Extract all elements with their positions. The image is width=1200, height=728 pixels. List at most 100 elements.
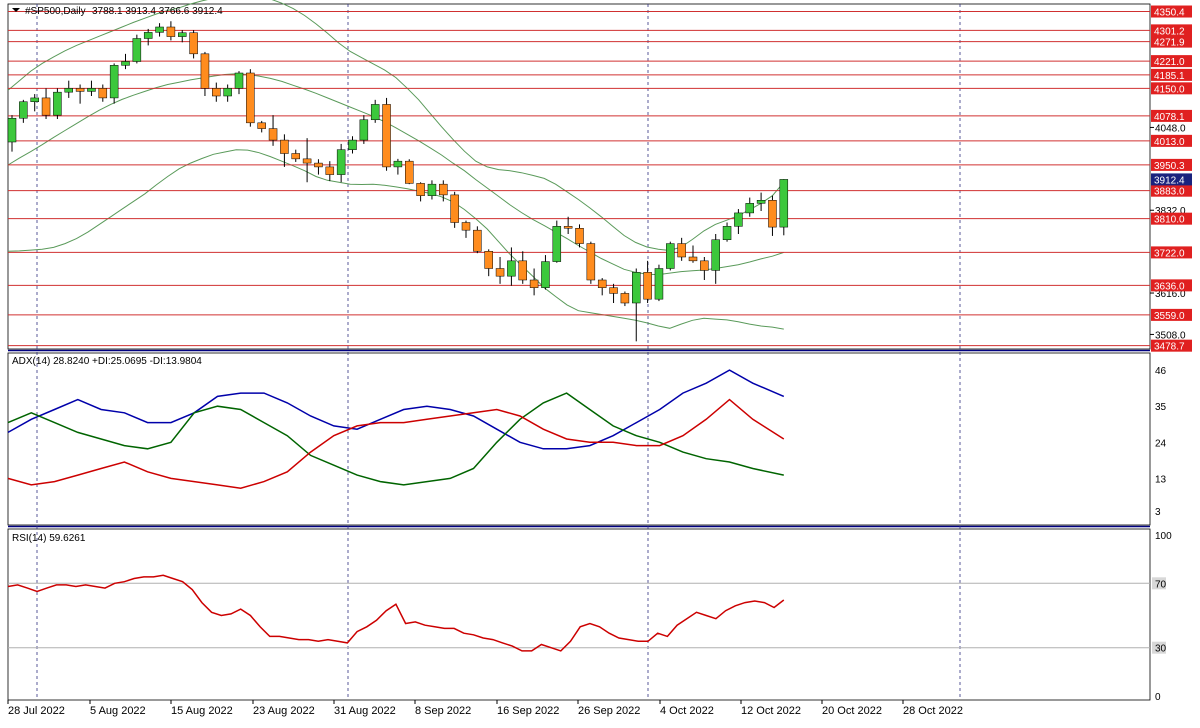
candle[interactable] [552, 220, 562, 263]
candle[interactable] [473, 226, 482, 254]
rsi-indicator-pane[interactable]: 100 70 30 0 [7, 531, 1172, 703]
candle[interactable] [64, 80, 73, 98]
candle[interactable] [109, 63, 119, 104]
bear-candle-body [268, 128, 278, 141]
candle[interactable] [745, 197, 754, 217]
candle[interactable] [597, 278, 607, 296]
candle[interactable] [609, 283, 618, 303]
price-level-box [1151, 308, 1192, 321]
candle[interactable] [200, 51, 210, 96]
candlestick-series[interactable] [7, 21, 789, 342]
plus-di-line[interactable] [7, 392, 784, 486]
bear-candle-body [700, 260, 709, 271]
candle[interactable] [700, 257, 709, 280]
candle[interactable] [711, 234, 720, 284]
bull-candle-body [370, 104, 380, 121]
candle[interactable] [779, 179, 789, 236]
candle[interactable] [143, 28, 153, 46]
candle[interactable] [654, 264, 664, 302]
dropdown-arrow-icon[interactable] [12, 8, 20, 12]
candle[interactable] [416, 182, 425, 202]
time-axis: 28 Jul 2022 5 Aug 2022 15 Aug 2022 23 Aug 2… [7, 700, 963, 717]
candle[interactable] [87, 80, 96, 96]
candle[interactable] [495, 257, 505, 284]
candle[interactable] [541, 255, 550, 290]
candle[interactable] [450, 191, 459, 228]
candle[interactable] [314, 159, 323, 175]
candle[interactable] [575, 224, 584, 248]
rsi-level-box [1152, 641, 1166, 654]
candle[interactable] [166, 21, 176, 41]
candle[interactable] [30, 94, 39, 112]
bear-candle-body [75, 88, 85, 92]
minus-di-line[interactable] [7, 398, 785, 489]
candle[interactable] [132, 34, 142, 64]
price-tick-label: 3508.0 [1155, 330, 1186, 341]
candle[interactable] [666, 241, 675, 271]
bull-candle-body [507, 260, 516, 277]
candle[interactable] [280, 134, 289, 167]
price-level-label: 3950.3 [1154, 161, 1185, 172]
candle[interactable] [507, 247, 516, 286]
candle[interactable] [359, 115, 369, 144]
candle[interactable] [189, 30, 198, 59]
candle[interactable] [302, 138, 312, 183]
candle[interactable] [439, 180, 448, 202]
candle[interactable] [563, 216, 573, 234]
candle[interactable] [53, 88, 62, 119]
candle[interactable] [246, 69, 255, 127]
candle[interactable] [677, 237, 686, 261]
candle[interactable] [393, 158, 403, 175]
candle[interactable] [734, 209, 743, 234]
candle[interactable] [518, 251, 527, 284]
candle[interactable] [121, 53, 130, 70]
candle[interactable] [632, 268, 641, 342]
candle[interactable] [529, 268, 539, 296]
candle[interactable] [223, 84, 232, 102]
candle[interactable] [98, 84, 108, 102]
adx-indicator-pane[interactable]: 46 35 24 13 3 [7, 366, 1167, 518]
candle[interactable] [484, 249, 493, 277]
candle[interactable] [75, 84, 85, 104]
candle[interactable] [643, 260, 652, 303]
candle[interactable] [688, 245, 698, 263]
price-axis: 4048.0 3832.0 3616.0 3508.0 4350.4 4301.24271… [1150, 5, 1192, 353]
candle[interactable] [19, 99, 28, 123]
candle[interactable] [257, 120, 266, 133]
candle[interactable] [268, 115, 278, 146]
price-level-lines[interactable] [8, 11, 1150, 347]
candle[interactable] [370, 99, 380, 123]
bull-candle-body [53, 91, 62, 116]
candle[interactable] [155, 23, 164, 37]
candle[interactable] [348, 136, 357, 154]
bollinger-upper-line [7, 0, 785, 252]
bear-candle-body [280, 139, 289, 154]
candle[interactable] [212, 82, 221, 102]
candle[interactable] [325, 161, 335, 182]
rsi-line[interactable] [7, 574, 785, 652]
candle[interactable] [405, 159, 414, 185]
candle[interactable] [756, 192, 766, 211]
adx-main-line[interactable] [7, 369, 785, 450]
candle[interactable] [382, 97, 391, 171]
candle[interactable] [234, 71, 244, 95]
candle[interactable] [427, 180, 437, 200]
candle[interactable] [7, 115, 17, 152]
symbol-header[interactable]: #SP500,Daily 3788.1 3913.4 3766.6 3912.4 [12, 6, 223, 17]
candle[interactable] [768, 195, 777, 236]
candle[interactable] [461, 220, 471, 238]
candle[interactable] [722, 222, 732, 242]
adx-tick-label: 46 [1155, 366, 1167, 377]
bull-candle-body [64, 88, 73, 93]
candle[interactable] [620, 291, 630, 307]
candle[interactable] [178, 30, 187, 43]
candle[interactable] [291, 149, 300, 162]
candle[interactable] [336, 143, 346, 183]
candle[interactable] [586, 241, 596, 284]
bull-candle-body [234, 72, 244, 89]
candle[interactable] [41, 88, 51, 119]
bull-candle-body [7, 117, 17, 143]
current-price-label: 3912.4 [1154, 175, 1185, 186]
